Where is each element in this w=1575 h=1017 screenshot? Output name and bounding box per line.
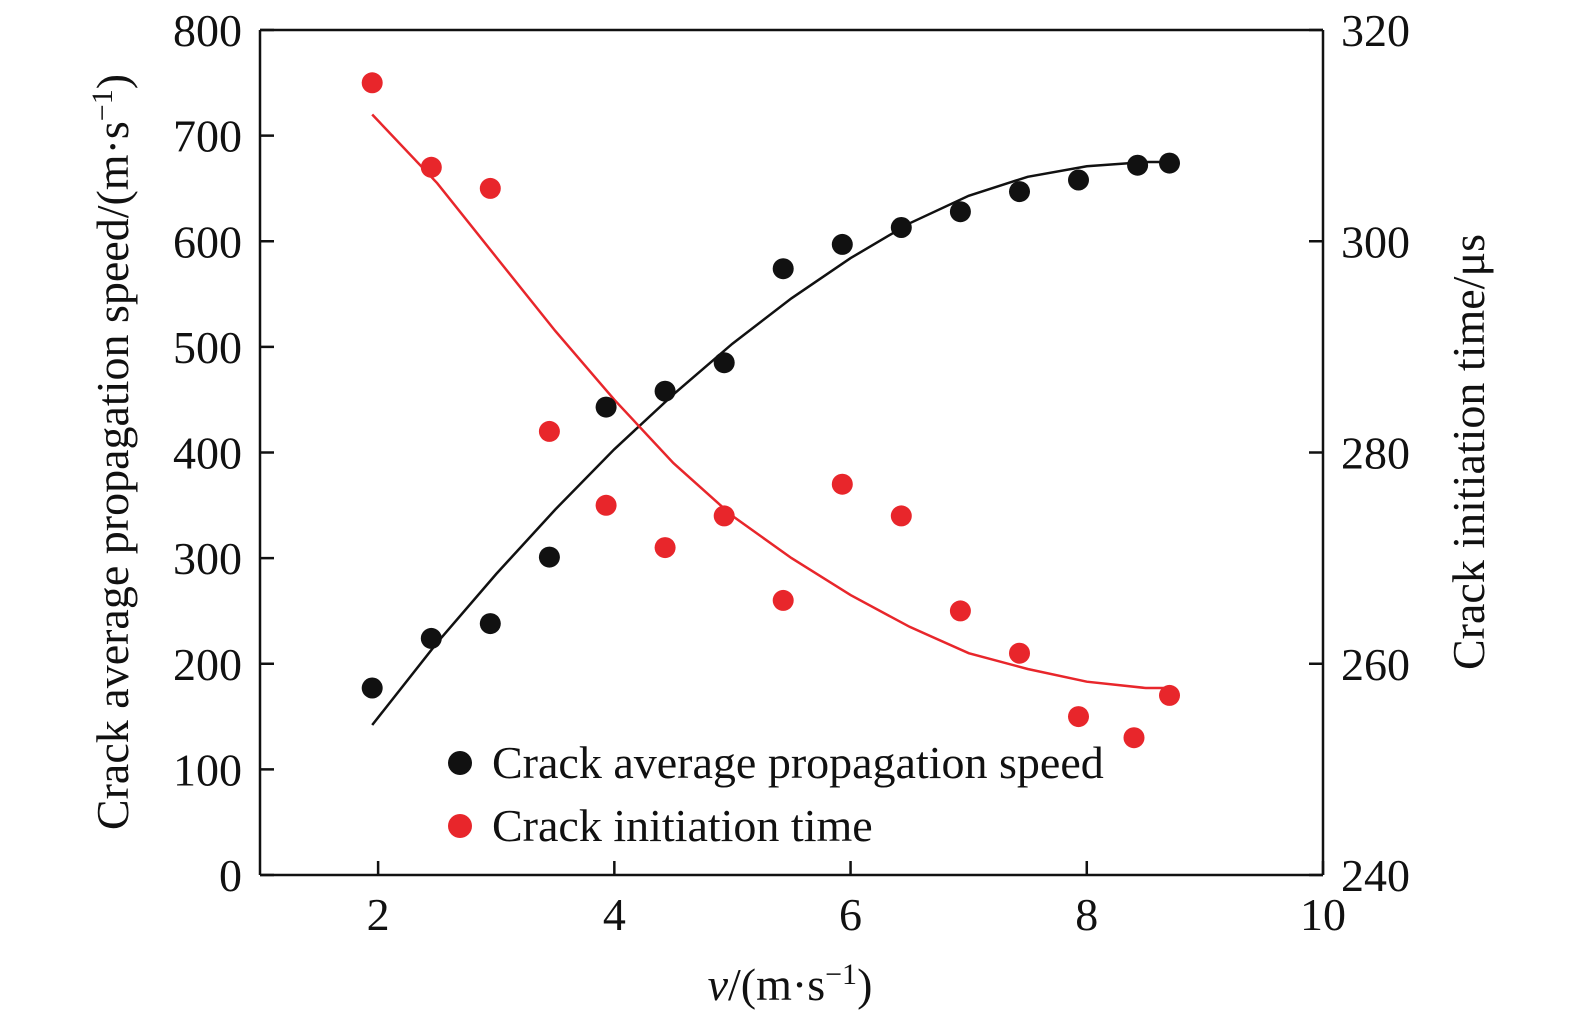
initiation-time-data-point — [1159, 684, 1180, 706]
initiation-time-data-point — [713, 505, 735, 527]
speed-data-point — [831, 233, 853, 255]
speed-data-point — [479, 613, 501, 635]
initiation-time-data-point — [890, 505, 912, 527]
x-tick-label: 10 — [1300, 889, 1346, 940]
right-y-axis-label: Crack initiation time/μs — [1443, 234, 1494, 670]
speed-data-point — [772, 258, 794, 280]
x-tick-label: 8 — [1075, 889, 1098, 940]
initiation-time-data-point — [1009, 642, 1030, 664]
left-y-tick-label: 400 — [173, 428, 242, 479]
initiation-time-data-point — [772, 589, 794, 611]
right-y-tick-label: 240 — [1341, 850, 1410, 901]
initiation-time-data-point — [361, 72, 383, 94]
legend-label-initiation-time: Crack initiation time — [492, 800, 873, 851]
speed-data-point — [654, 380, 676, 402]
x-tick-label: 2 — [367, 889, 390, 940]
speed-data-point — [595, 396, 617, 418]
speed-data-point — [1068, 169, 1089, 191]
speed-data-point — [1127, 154, 1149, 176]
speed-data-point — [949, 201, 971, 223]
speed-fit-curve — [371, 160, 1170, 726]
initiation-time-data-point — [479, 177, 501, 199]
right-y-tick-label: 280 — [1341, 428, 1410, 479]
left-y-tick-label: 600 — [173, 216, 242, 267]
left-y-tick-label: 100 — [173, 744, 242, 795]
left-y-tick-label: 0 — [219, 850, 242, 901]
left-y-axis-label: Crack average propagation speed/(m·s−1) — [86, 74, 139, 830]
initiation-time-data-point — [654, 537, 676, 559]
right-y-tick-label: 320 — [1341, 5, 1410, 56]
right-y-tick-label: 300 — [1341, 216, 1410, 267]
x-tick-label: 4 — [603, 889, 626, 940]
speed-data-point — [1159, 152, 1180, 174]
left-y-axis-ticks: 0 100 200 300 400 500 600 700 800 — [173, 5, 274, 901]
initiation-time-data-point — [1123, 727, 1145, 749]
left-y-tick-label: 800 — [173, 5, 242, 56]
initiation-time-data-point — [1068, 706, 1089, 728]
right-y-axis-ticks: 240 260 280 300 320 — [1309, 5, 1410, 901]
speed-data-point — [361, 677, 383, 699]
fit-curves — [371, 113, 1170, 726]
legend: Crack average propagation speed Crack in… — [448, 737, 1104, 851]
initiation-time-data-point — [595, 494, 617, 516]
left-y-tick-label: 300 — [173, 533, 242, 584]
speed-data-point — [538, 546, 560, 568]
initiation-time-data-point — [420, 156, 442, 178]
data-points — [361, 72, 1180, 749]
x-tick-label: 6 — [839, 889, 862, 940]
speed-data-point — [420, 627, 442, 649]
right-y-tick-label: 260 — [1341, 639, 1410, 690]
initiation-time-data-point — [831, 473, 853, 495]
x-axis-label: v/(m·s−1) — [708, 958, 873, 1011]
legend-marker-initiation-time — [448, 814, 472, 838]
legend-marker-speed — [448, 751, 472, 775]
left-y-tick-label: 500 — [173, 322, 242, 373]
left-y-tick-label: 200 — [173, 639, 242, 690]
initiation-time-fit-curve — [371, 113, 1170, 690]
x-axis-ticks: 2 4 6 8 10 — [367, 861, 1346, 940]
speed-data-point — [713, 352, 735, 374]
speed-data-point — [890, 217, 912, 238]
speed-data-point — [1009, 181, 1030, 203]
legend-label-speed: Crack average propagation speed — [492, 737, 1104, 788]
initiation-time-data-point — [949, 600, 971, 622]
initiation-time-data-point — [538, 420, 560, 442]
left-y-tick-label: 700 — [173, 111, 242, 162]
